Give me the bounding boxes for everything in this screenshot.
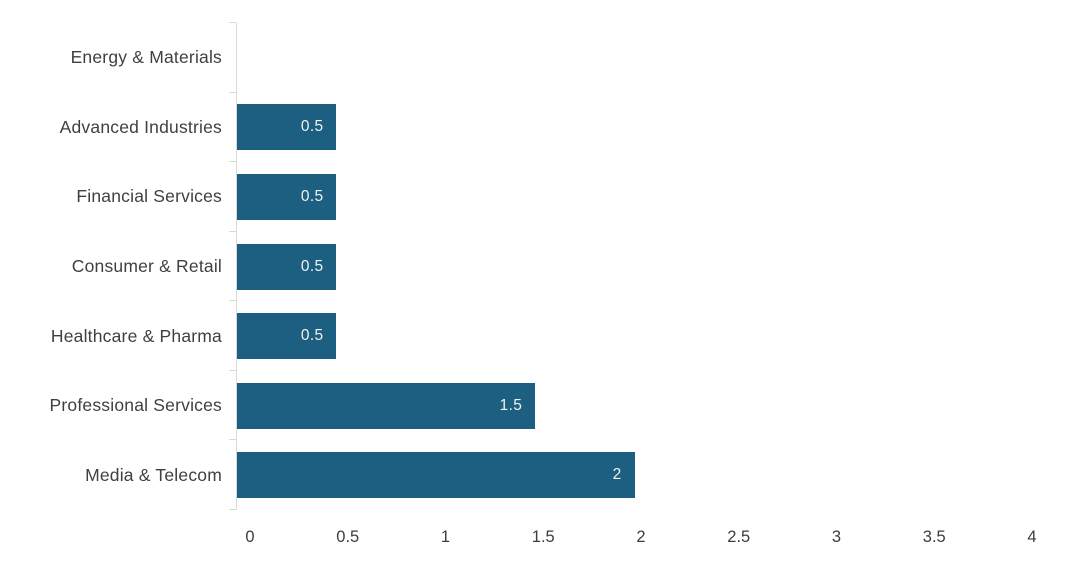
x-tick-label: 3.5 <box>922 528 946 546</box>
x-tick-label: 2 <box>636 528 646 546</box>
x-axis: 0 0.5 1 1.5 2 2.5 3 3.5 4 <box>245 510 1036 560</box>
x-tick-label: 3 <box>831 528 842 546</box>
bar-row: Healthcare & Pharma 0.5 <box>0 300 1032 371</box>
x-tick-label: 1 <box>440 528 451 546</box>
bar-track: 0.5 <box>229 300 1032 371</box>
bar: 0.5 <box>237 313 337 360</box>
category-label: Media & Telecom <box>85 464 222 485</box>
bar-track: 0.5 <box>229 91 1032 163</box>
category-label: Healthcare & Pharma <box>50 325 222 346</box>
bar-row: Consumer & Retail 0.5 <box>0 230 1032 302</box>
bar-value-label: 2 <box>612 466 622 484</box>
category-label: Professional Services <box>49 395 222 416</box>
category-label: Financial Services <box>76 186 222 207</box>
x-tick-label: 1.5 <box>531 528 555 546</box>
bar-value-label: 0.5 <box>300 327 324 345</box>
bar-track: 0.5 <box>229 230 1032 302</box>
plot-area: Energy & Materials Advanced Industries 0… <box>0 22 1032 511</box>
bar-track: 2 <box>229 439 1032 511</box>
bar: 0.5 <box>237 104 337 151</box>
category-label: Energy & Materials <box>70 47 222 68</box>
bar-track: 0.5 <box>229 161 1032 232</box>
category-label: Advanced Industries <box>59 116 222 137</box>
bar-row: Professional Services 1.5 <box>0 369 1032 441</box>
bar: 2 <box>237 452 635 499</box>
bar-value-label: 0.5 <box>300 118 324 136</box>
x-tick-label: 0 <box>245 528 255 546</box>
x-tick-label: 0.5 <box>336 528 360 546</box>
bar-value-label: 0.5 <box>300 257 324 275</box>
bar-row: Advanced Industries 0.5 <box>0 91 1032 163</box>
bar-value-label: 0.5 <box>300 187 324 205</box>
x-tick-label: 2.5 <box>727 528 751 546</box>
bar-track: 1.5 <box>229 369 1032 441</box>
bar: 0.5 <box>237 243 337 290</box>
bar: 0.5 <box>237 173 337 220</box>
bar-value-label: 1.5 <box>499 396 523 414</box>
bar-row: Energy & Materials <box>0 22 1032 93</box>
bar: 1.5 <box>237 382 536 429</box>
bar-row: Media & Telecom 2 <box>0 439 1032 511</box>
category-label: Consumer & Retail <box>71 256 222 277</box>
x-tick-label: 4 <box>1027 528 1037 546</box>
bar-row: Financial Services 0.5 <box>0 161 1032 232</box>
bar-track <box>229 22 1032 93</box>
